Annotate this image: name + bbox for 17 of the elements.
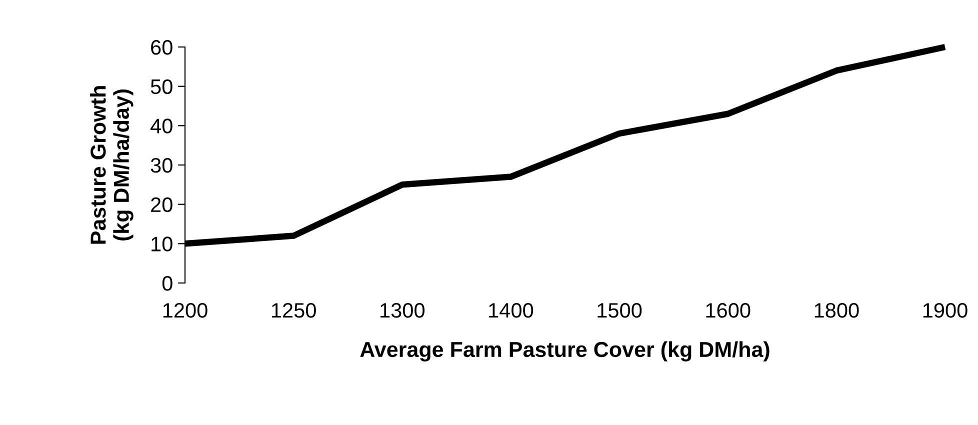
x-tick-label: 1600 xyxy=(706,302,750,318)
y-tick-label: 40 xyxy=(150,118,172,134)
x-tick-label: 1500 xyxy=(598,302,642,318)
x-tick-label: 1900 xyxy=(923,302,968,318)
x-tick-label: 1800 xyxy=(814,302,859,318)
y-tick-label: 10 xyxy=(152,236,172,252)
x-tick-label: 1300 xyxy=(380,302,425,318)
y-tick-label: 20 xyxy=(151,197,172,212)
x-tick-label: 1250 xyxy=(272,302,316,318)
y-tick-label: 50 xyxy=(150,79,172,94)
x-tick-label: 1200 xyxy=(163,302,208,318)
x-tick-label: 1400 xyxy=(489,302,534,318)
y-tick-label: 60 xyxy=(151,40,172,55)
y-tick-label: 0 xyxy=(162,276,172,291)
y-axis-title: Pasture Growth (kg DM/ha/day) xyxy=(90,86,134,244)
y-tick-label: 30 xyxy=(150,158,172,173)
x-axis-title: Average Farm Pasture Cover (kg DM/ha) xyxy=(360,341,770,362)
